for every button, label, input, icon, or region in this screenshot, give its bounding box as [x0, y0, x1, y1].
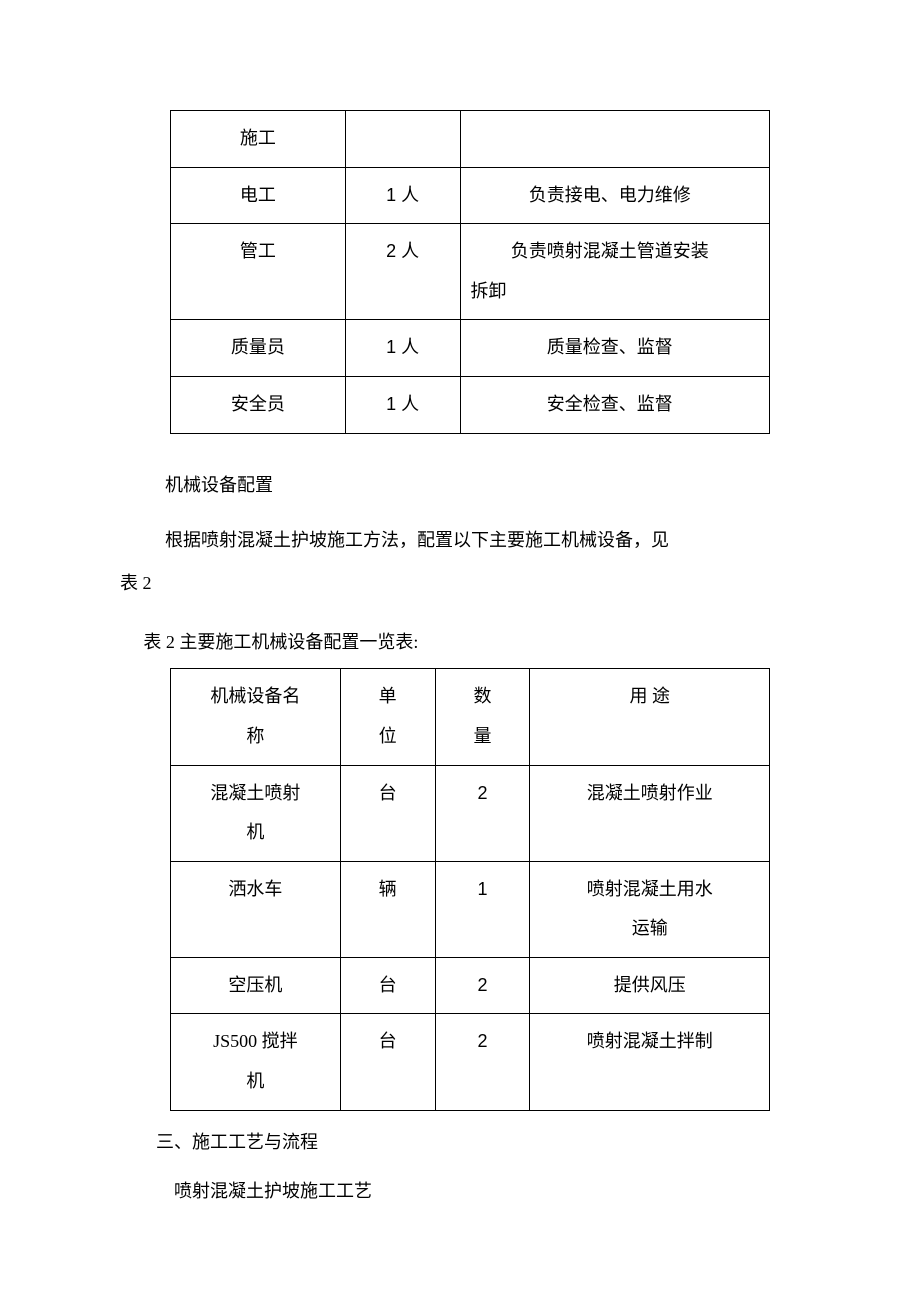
unit-cell: 辆	[340, 861, 435, 957]
role-cell: 管工	[171, 224, 346, 320]
qty-cell: 2	[435, 957, 530, 1014]
role-cell: 施工	[171, 111, 346, 168]
name-cell: 混凝土喷射 机	[171, 765, 341, 861]
role-cell: 质量员	[171, 320, 346, 377]
qty-cell: 1	[435, 861, 530, 957]
unit-cell: 台	[340, 957, 435, 1014]
table-row: JS500 搅拌 机 台 2 喷射混凝土拌制	[171, 1014, 770, 1110]
duty-cell	[460, 111, 769, 168]
table-row: 洒水车 辆 1 喷射混凝土用水 运输	[171, 861, 770, 957]
unit-cell: 台	[340, 765, 435, 861]
duty-cell: 质量检查、监督	[460, 320, 769, 377]
table-header-row: 机械设备名 称 单 位 数 量 用 途	[171, 669, 770, 765]
header-cell: 用 途	[530, 669, 770, 765]
use-cell: 喷射混凝土用水 运输	[530, 861, 770, 957]
personnel-table: 施工 电工 1 人 负责接电、电力维修 管工 2 人 负责喷射混凝土管道安装 拆…	[170, 110, 770, 434]
table-row: 管工 2 人 负责喷射混凝土管道安装 拆卸	[171, 224, 770, 320]
name-cell: JS500 搅拌 机	[171, 1014, 341, 1110]
count-cell: 1 人	[345, 376, 460, 433]
body-text: 表 2	[120, 562, 800, 605]
count-cell: 2 人	[345, 224, 460, 320]
use-cell: 混凝土喷射作业	[530, 765, 770, 861]
count-cell: 1 人	[345, 167, 460, 224]
table-row: 电工 1 人 负责接电、电力维修	[171, 167, 770, 224]
section-heading: 机械设备配置	[120, 464, 800, 507]
equipment-table: 机械设备名 称 单 位 数 量 用 途 混凝土喷射 机 台 2 混凝土喷射作业 …	[170, 668, 770, 1110]
duty-cell: 负责喷射混凝土管道安装 拆卸	[460, 224, 769, 320]
body-text: 根据喷射混凝土护坡施工方法，配置以下主要施工机械设备，见	[120, 519, 800, 562]
use-cell: 喷射混凝土拌制	[530, 1014, 770, 1110]
count-cell	[345, 111, 460, 168]
table-row: 安全员 1 人 安全检查、监督	[171, 376, 770, 433]
use-cell: 提供风压	[530, 957, 770, 1014]
table-row: 质量员 1 人 质量检查、监督	[171, 320, 770, 377]
qty-cell: 2	[435, 1014, 530, 1110]
header-cell: 单 位	[340, 669, 435, 765]
count-cell: 1 人	[345, 320, 460, 377]
qty-cell: 2	[435, 765, 530, 861]
unit-cell: 台	[340, 1014, 435, 1110]
duty-cell: 安全检查、监督	[460, 376, 769, 433]
role-cell: 电工	[171, 167, 346, 224]
table-row: 施工	[171, 111, 770, 168]
table-caption: 表 2 主要施工机械设备配置一览表:	[120, 621, 800, 664]
name-cell: 洒水车	[171, 861, 341, 957]
table-row: 混凝土喷射 机 台 2 混凝土喷射作业	[171, 765, 770, 861]
role-cell: 安全员	[171, 376, 346, 433]
section-heading: 三、施工工艺与流程	[120, 1121, 800, 1164]
table-row: 空压机 台 2 提供风压	[171, 957, 770, 1014]
subsection-heading: 喷射混凝土护坡施工工艺	[120, 1170, 800, 1213]
name-cell: 空压机	[171, 957, 341, 1014]
header-cell: 数 量	[435, 669, 530, 765]
header-cell: 机械设备名 称	[171, 669, 341, 765]
duty-cell: 负责接电、电力维修	[460, 167, 769, 224]
